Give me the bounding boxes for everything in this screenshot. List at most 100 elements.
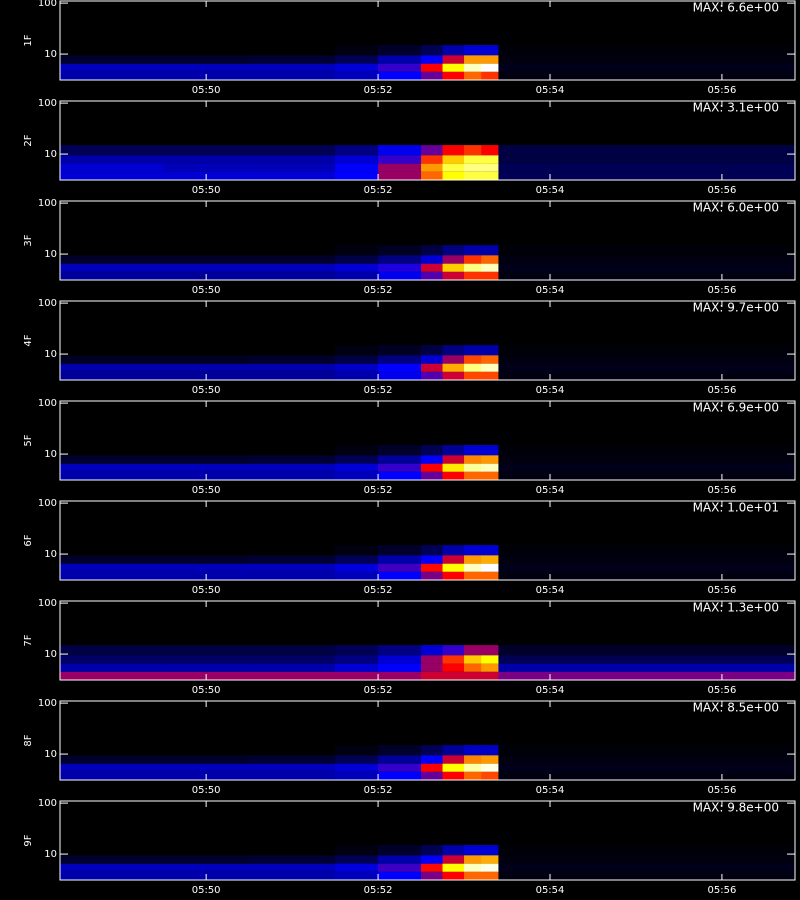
x-tick-label: 05:56 [708,85,737,96]
heat-cell [335,71,379,80]
heat-cell [163,445,250,456]
heat-cell [335,455,379,464]
heat-cell [464,655,482,664]
heat-cell [481,871,499,880]
heat-cell [249,171,336,180]
x-tick-label: 05:50 [192,485,221,496]
heat-cell [481,745,499,756]
heat-cell [464,363,482,372]
heat-cell [498,871,796,880]
heat-cell [464,345,482,356]
heat-cell [442,155,465,164]
heat-cell [249,555,336,564]
heat-cell [60,245,164,256]
heat-cell [163,545,250,556]
heat-cell [60,645,164,656]
heat-cell [498,563,796,572]
heat-cell [60,863,164,872]
x-tick-label: 05:50 [192,285,221,296]
heat-cell [442,771,465,780]
heat-cell [498,163,796,172]
heat-cell [481,63,499,72]
heat-cell [163,645,250,656]
heat-cell [442,863,465,872]
heat-cell [421,55,444,64]
heat-cell [498,63,796,72]
heat-cell [378,445,422,456]
y-tick-label: 100 [38,798,57,809]
heat-cell [421,345,444,356]
heat-cell [378,845,422,856]
heat-cell [464,255,482,264]
heat-cell [442,555,465,564]
heat-cell [163,763,250,772]
heat-cell [442,271,465,280]
heat-cell [249,563,336,572]
heat-cell [498,645,796,656]
x-tick-label: 05:52 [364,885,393,896]
heat-cell [498,771,796,780]
heat-cell [481,163,499,172]
heat-cell [335,155,379,164]
heat-cell [335,771,379,780]
heat-cell [60,745,164,756]
heat-cell [464,571,482,580]
x-tick-label: 05:54 [536,485,565,496]
heat-cell [335,463,379,472]
x-tick-label: 05:54 [536,685,565,696]
plot-frame [59,500,796,581]
heat-cell [498,263,796,272]
heat-cell [421,645,444,656]
heat-cell [335,563,379,572]
heat-cell [442,563,465,572]
y-tick-label: 10 [44,749,57,760]
x-tick-label: 05:52 [364,85,393,96]
heat-cell [421,163,444,172]
heat-cell [481,255,499,264]
x-tick-label: 05:56 [708,885,737,896]
y-tick-label: 100 [38,298,57,309]
heat-cell [335,171,379,180]
heat-cell [378,571,422,580]
heat-cell [378,863,422,872]
heat-cell [481,663,499,672]
heat-cell [60,755,164,764]
x-tick-label: 05:50 [192,685,221,696]
heat-cell [378,145,422,156]
heat-cell [421,845,444,856]
heat-cell [249,671,336,680]
heat-cell [442,71,465,80]
heat-cell [163,663,250,672]
heat-cell [249,645,336,656]
heat-cell [163,345,250,356]
max-annotation: MAX: 1.0e+01 [693,501,779,515]
heat-cell [249,145,336,156]
heat-cell [249,871,336,880]
y-axis-label: 1F [23,34,34,46]
heat-cell [498,555,796,564]
heat-cell [464,45,482,56]
heat-cell [378,671,422,680]
heat-cell [498,763,796,772]
heat-cell [249,455,336,464]
heat-cell [335,445,379,456]
heat-cell [481,471,499,480]
heat-cell [60,455,164,464]
y-tick-label: 100 [38,598,57,609]
heat-cell [60,463,164,472]
heat-cell [421,371,444,380]
y-tick-label: 10 [44,149,57,160]
heat-cell [378,763,422,772]
heat-cell [249,363,336,372]
heat-cell [421,245,444,256]
x-tick-label: 05:54 [536,285,565,296]
heat-cell [60,255,164,264]
heat-cell [481,845,499,856]
heat-cell [498,545,796,556]
y-axis-label: 3F [23,234,34,246]
y-tick-label: 10 [44,649,57,660]
y-tick-label: 100 [38,198,57,209]
heat-cell [464,163,482,172]
heat-cell [498,345,796,356]
max-annotation: MAX: 8.5e+00 [693,701,779,715]
